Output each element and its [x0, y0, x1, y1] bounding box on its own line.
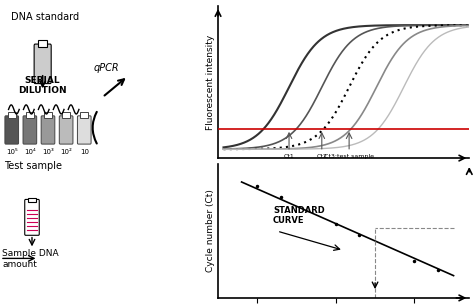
- Text: Test sample: Test sample: [4, 161, 62, 171]
- Text: Ct3:test sample: Ct3:test sample: [324, 154, 374, 159]
- FancyBboxPatch shape: [41, 116, 55, 144]
- Text: 10⁵: 10⁵: [6, 149, 18, 155]
- FancyBboxPatch shape: [5, 116, 18, 144]
- Text: 10²: 10²: [60, 149, 72, 155]
- Text: Ct1: Ct1: [283, 154, 294, 159]
- Text: qPCR: qPCR: [94, 63, 119, 73]
- Y-axis label: Fluorescent intensity: Fluorescent intensity: [206, 34, 215, 130]
- Text: 10⁴: 10⁴: [24, 149, 36, 155]
- FancyBboxPatch shape: [38, 40, 47, 47]
- FancyBboxPatch shape: [59, 116, 73, 144]
- Text: 10: 10: [80, 149, 89, 155]
- Text: Ct2: Ct2: [316, 154, 327, 159]
- Bar: [81, 112, 88, 118]
- Text: STANDARD
CURVE: STANDARD CURVE: [273, 206, 325, 225]
- Y-axis label: Cycle number (Ct): Cycle number (Ct): [206, 190, 215, 272]
- FancyBboxPatch shape: [77, 116, 91, 144]
- FancyBboxPatch shape: [25, 199, 39, 235]
- Text: DNA standard: DNA standard: [10, 12, 79, 22]
- Text: Sample DNA
amount: Sample DNA amount: [2, 249, 59, 269]
- Bar: [26, 112, 34, 118]
- FancyBboxPatch shape: [34, 44, 51, 84]
- Text: 10³: 10³: [42, 149, 54, 155]
- Bar: [62, 112, 70, 118]
- FancyBboxPatch shape: [23, 116, 36, 144]
- Text: SERIAL
DILUTION: SERIAL DILUTION: [18, 76, 67, 95]
- Bar: [44, 112, 52, 118]
- Bar: [8, 112, 16, 118]
- Bar: [27, 198, 36, 202]
- X-axis label: Cycle number: Cycle number: [309, 175, 378, 184]
